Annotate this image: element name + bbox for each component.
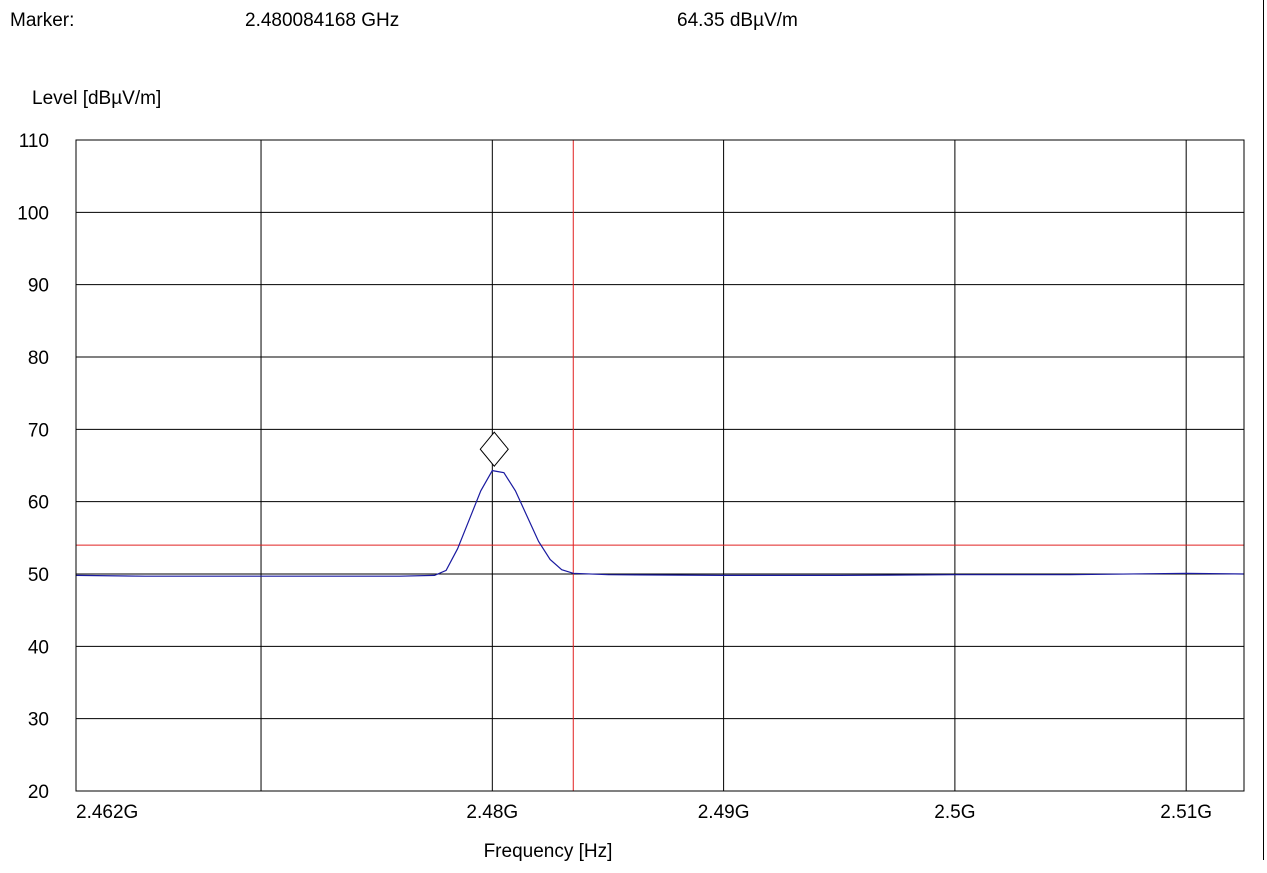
x-tick-label: 2.49G [698, 802, 750, 823]
marker-group [479, 431, 509, 467]
y-tick-label: 80 [28, 348, 49, 369]
marker-readout: Marker: 2.480084168 GHz 64.35 dBµV/m [0, 10, 1267, 34]
y-tick-label: 100 [17, 203, 49, 224]
y-tick-label: 20 [28, 782, 49, 803]
marker-level: 64.35 dBµV/m [677, 10, 798, 31]
trace-group [75, 469, 1245, 577]
y-tick-label: 30 [28, 710, 49, 731]
marker-diamond [479, 431, 509, 467]
spectrum-trace [75, 469, 1245, 577]
marker-frequency: 2.480084168 GHz [245, 10, 400, 31]
x-axis-label: Frequency [Hz] [484, 841, 613, 862]
marker-label: Marker: [10, 10, 75, 31]
y-tick-label: 60 [28, 493, 49, 514]
reference-lines [76, 140, 1244, 791]
x-tick-label: 2.462G [76, 802, 138, 823]
y-tick-label: 50 [28, 565, 49, 586]
y-tick-label: 70 [28, 420, 49, 441]
y-axis-label: Level [dBµV/m] [32, 88, 161, 109]
grid-lines [75, 139, 1245, 792]
y-tick-label: 90 [28, 276, 49, 297]
window-right-border [1263, 0, 1264, 860]
x-tick-label: 2.48G [466, 802, 518, 823]
y-tick-label: 40 [28, 637, 49, 658]
x-tick-label: 2.51G [1160, 802, 1212, 823]
y-tick-label: 110 [19, 131, 49, 152]
plot-frame [75, 139, 1245, 792]
x-tick-labels: 2.462G 2.48G 2.49G 2.5G 2.51G [76, 802, 1212, 823]
x-tick-label: 2.5G [934, 802, 975, 823]
y-tick-labels: 20 30 40 50 60 70 80 90 100 110 [17, 131, 49, 803]
